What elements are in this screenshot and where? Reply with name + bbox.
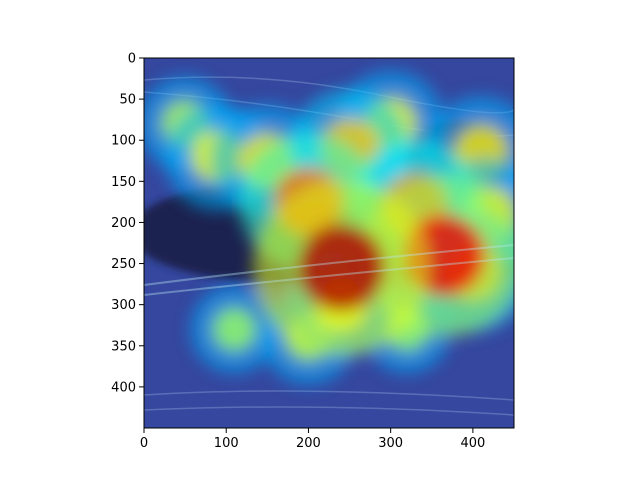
y-tick-label: 150 <box>111 175 136 190</box>
y-tick-label: 200 <box>111 216 136 231</box>
x-tick-label: 100 <box>214 436 239 451</box>
plot-area <box>144 58 514 428</box>
y-tick-label: 350 <box>111 339 136 354</box>
x-tick-label: 0 <box>140 436 148 451</box>
heatmap-hotspot <box>297 223 386 312</box>
y-tick-label: 400 <box>111 380 136 395</box>
x-tick-label: 400 <box>460 436 485 451</box>
y-tick-label: 300 <box>111 298 136 313</box>
heatmap-hotspots <box>144 70 514 385</box>
x-axis: 0 100 200 300 400 <box>140 428 485 451</box>
y-tick-label: 50 <box>119 93 136 108</box>
y-axis: 0 50 100 150 200 250 300 350 400 <box>111 52 144 395</box>
x-tick-label: 200 <box>296 436 321 451</box>
y-tick-label: 0 <box>128 52 136 67</box>
y-tick-label: 250 <box>111 257 136 272</box>
reflection-streaks <box>144 244 514 296</box>
y-tick-label: 100 <box>111 134 136 149</box>
x-tick-label: 300 <box>378 436 403 451</box>
axes-frame <box>143 57 515 429</box>
heatmap-hotspot <box>212 307 257 352</box>
